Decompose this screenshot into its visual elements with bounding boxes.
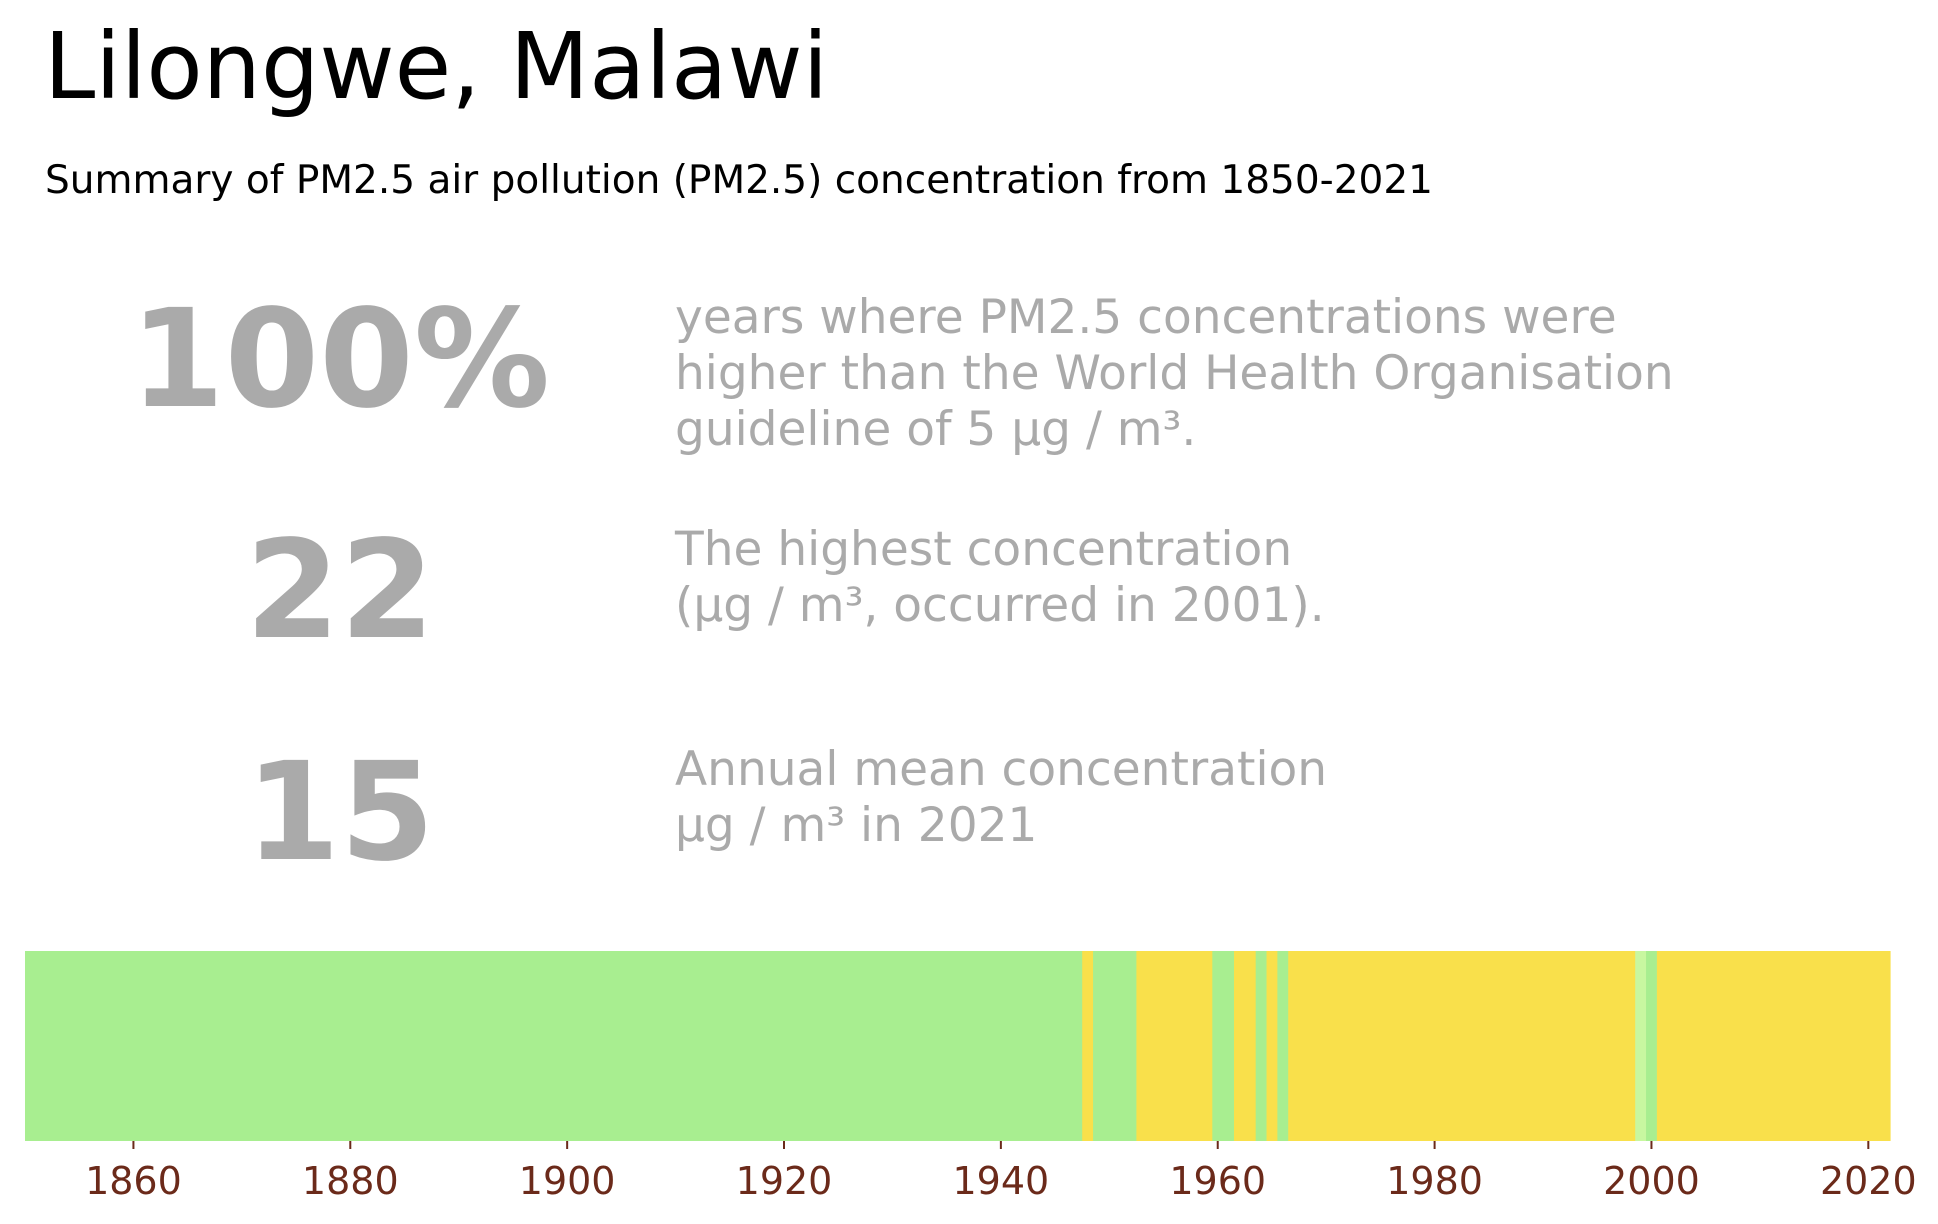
stat-exceedance-description: years where PM2.5 concentrations were hi… — [675, 290, 1674, 457]
x-tick-label-1880: 1880 — [302, 1159, 399, 1203]
x-tick-label-1980: 1980 — [1386, 1159, 1483, 1203]
stripe-band-2 — [1093, 951, 1138, 1141]
x-tick-label-2020: 2020 — [1820, 1159, 1917, 1203]
stripe-band-6 — [1255, 951, 1268, 1141]
stripe-band-12 — [1656, 951, 1891, 1141]
stripe-band-11 — [1646, 951, 1658, 1141]
stat-annual-mean-value: 15 — [245, 734, 435, 892]
stripe-band-4 — [1212, 951, 1235, 1141]
stat-highest-value: 22 — [245, 512, 435, 670]
stat-annual-mean-description: Annual mean concentration µg / m³ in 202… — [675, 742, 1328, 853]
stripe-band-3 — [1136, 951, 1213, 1141]
x-tick-label-1900: 1900 — [519, 1159, 616, 1203]
stat-exceedance-value: 100% — [129, 281, 551, 439]
stripe-band-5 — [1233, 951, 1257, 1141]
stripe-bands — [25, 951, 1891, 1141]
stripe-band-10 — [1635, 951, 1647, 1141]
page-subtitle: Summary of PM2.5 air pollution (PM2.5) c… — [45, 158, 1433, 203]
stripe-band-7 — [1266, 951, 1278, 1141]
x-tick-label-1860: 1860 — [85, 1159, 182, 1203]
stripe-band-1 — [1082, 951, 1094, 1141]
stripe-band-0 — [25, 951, 1083, 1141]
x-tick-label-2000: 2000 — [1603, 1159, 1700, 1203]
stat-highest-description: The highest concentration (µg / m³, occu… — [675, 522, 1325, 633]
x-tick-label-1920: 1920 — [736, 1159, 833, 1203]
x-tick-label-1960: 1960 — [1169, 1159, 1266, 1203]
x-tick-label-1940: 1940 — [953, 1159, 1050, 1203]
stripe-band-8 — [1277, 951, 1289, 1141]
page-title: Lilongwe, Malawi — [44, 13, 829, 120]
x-axis-ticks: 1860 1880 1900 1920 1940 1960 1980 2000 2020 — [85, 1141, 1917, 1203]
stripe-band-9 — [1288, 951, 1636, 1141]
